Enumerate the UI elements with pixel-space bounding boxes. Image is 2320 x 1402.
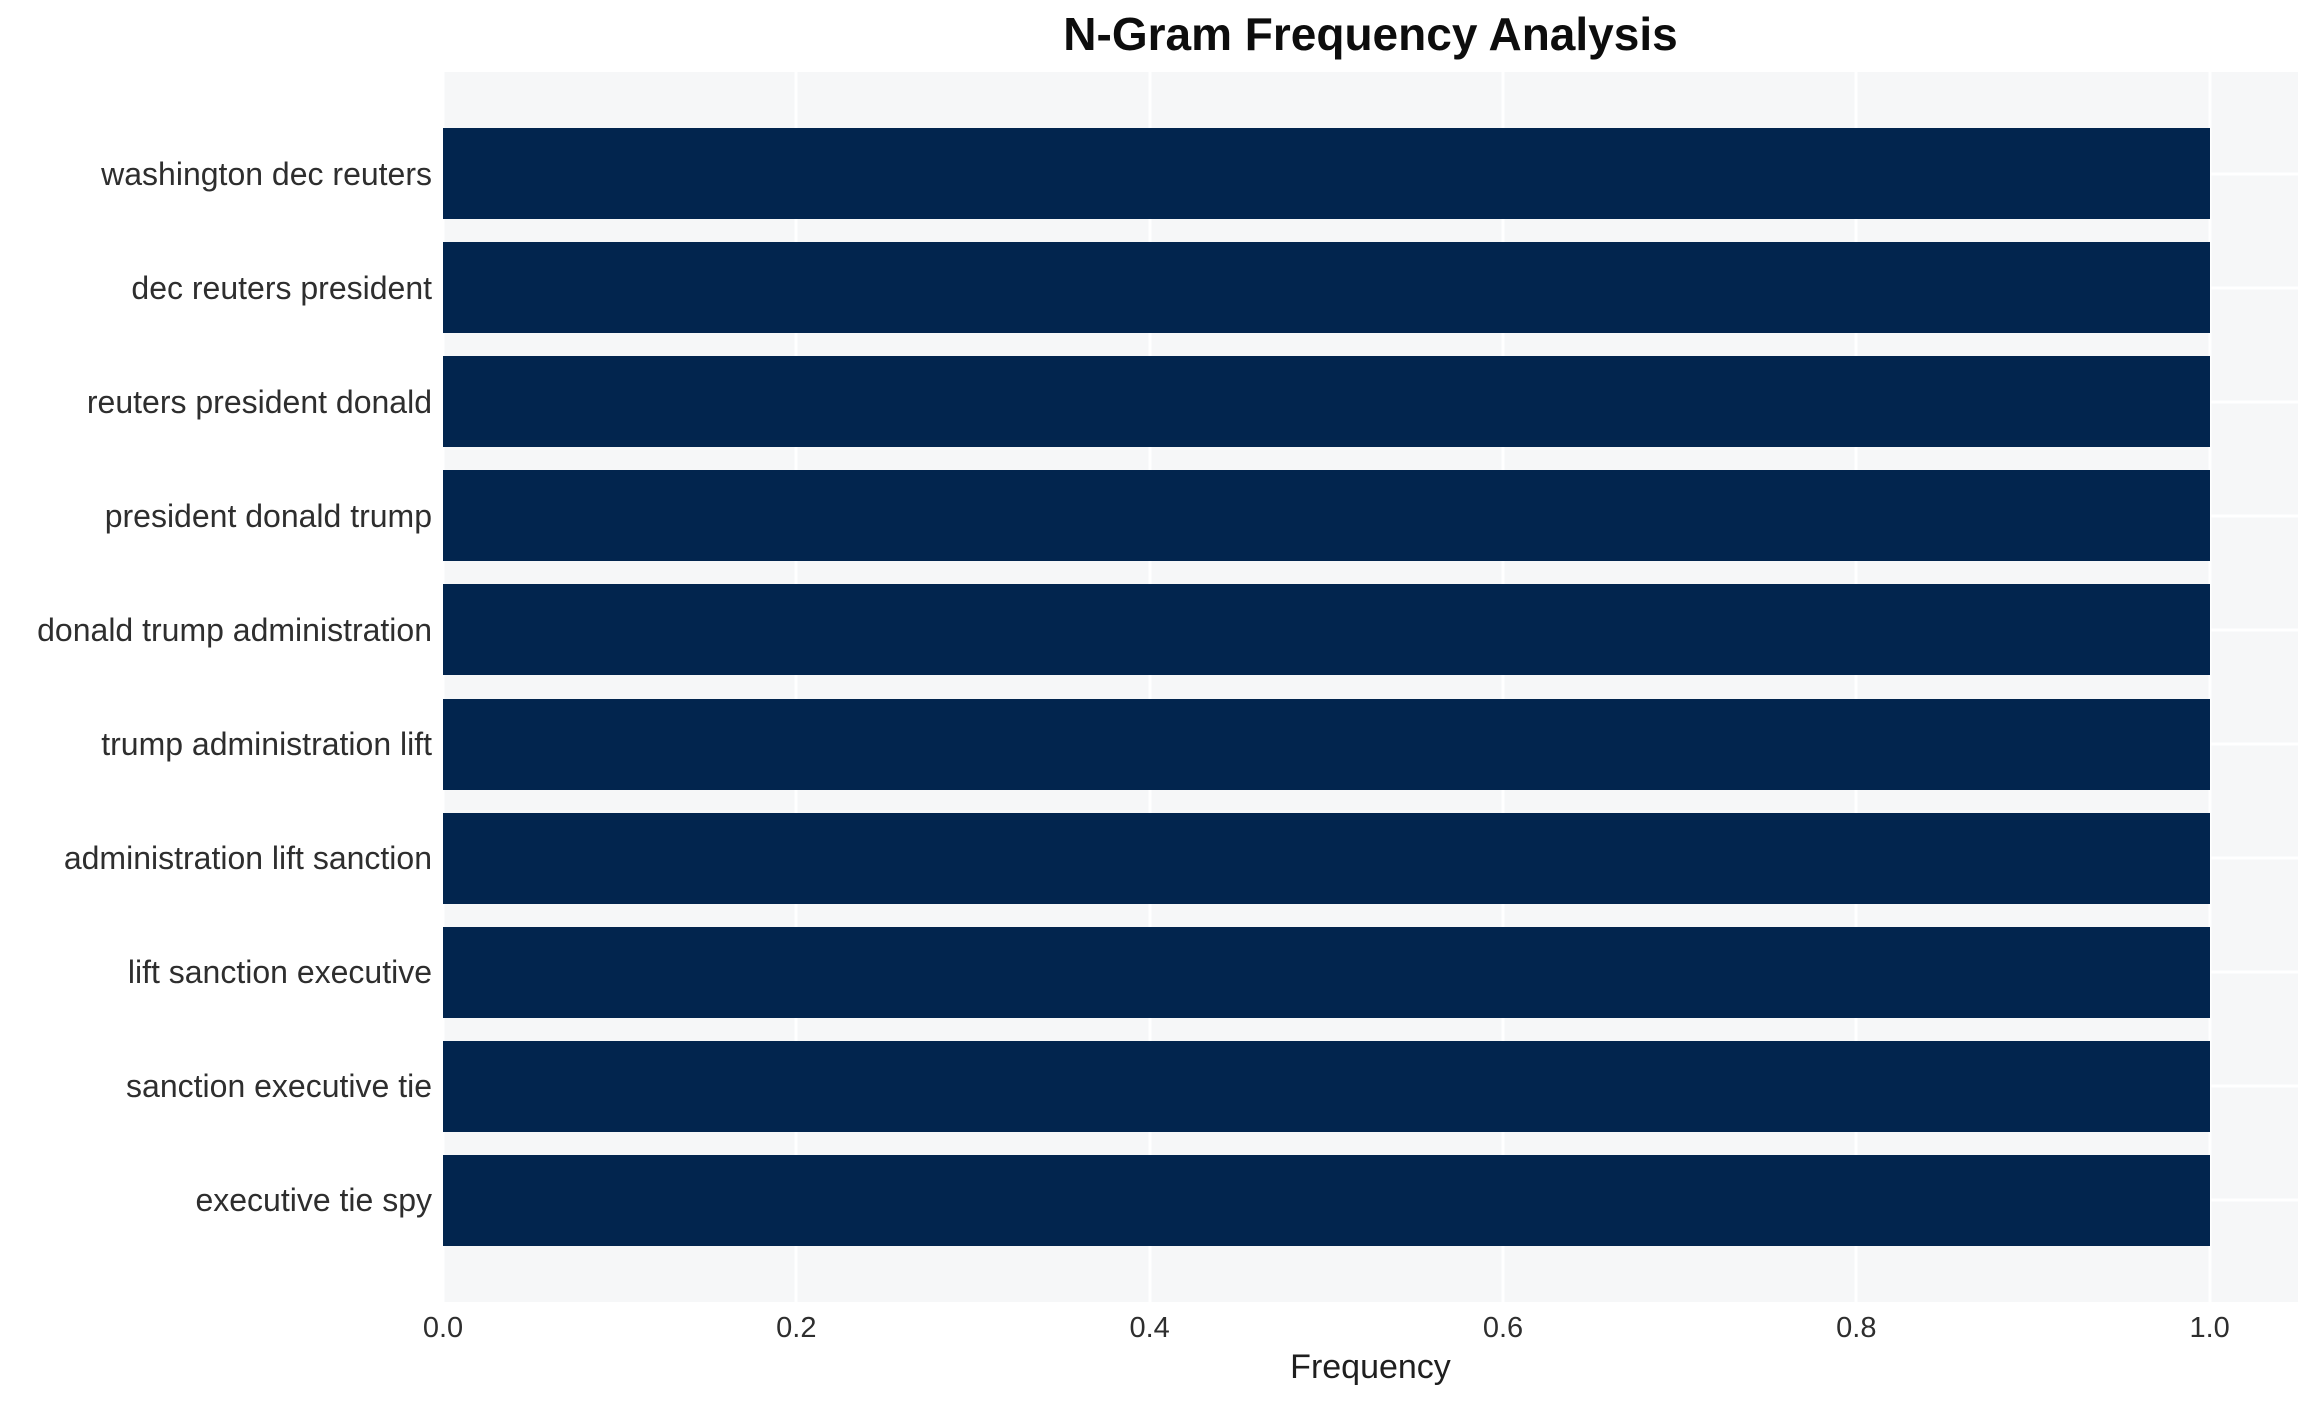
y-axis-labels: washington dec reuters dec reuters presid… (0, 72, 432, 1302)
grid-line-v (2208, 72, 2212, 1302)
bar (443, 584, 2210, 675)
bar (443, 813, 2210, 904)
category-label: reuters president donald (86, 383, 432, 420)
bar (443, 128, 2210, 219)
category-label: executive tie spy (195, 1182, 432, 1219)
bar (443, 699, 2210, 790)
category-label: dec reuters president (131, 269, 432, 306)
category-label: lift sanction executive (127, 954, 432, 991)
plot-area (441, 72, 2298, 1302)
bar (443, 242, 2210, 333)
grid-line-v (1148, 72, 1152, 1302)
x-tick-label: 0.4 (1129, 1312, 1170, 1344)
grid-line-v (794, 72, 798, 1302)
bar (443, 1155, 2210, 1246)
bar (443, 356, 2210, 447)
category-label: trump administration lift (101, 726, 432, 763)
x-tick-label: 1.0 (2189, 1312, 2230, 1344)
grid-line-v (1854, 72, 1858, 1302)
x-tick-label: 0.6 (1482, 1312, 1524, 1344)
x-tick-label: 0.8 (1836, 1312, 1877, 1344)
category-label: washington dec reuters (101, 155, 432, 192)
grid-line-v (441, 72, 445, 1302)
category-label: donald trump administration (37, 611, 432, 648)
x-axis-label: Frequency (1290, 1348, 1451, 1386)
category-label: sanction executive tie (126, 1068, 432, 1105)
x-axis-ticks: 0.0 0.2 0.4 0.6 0.8 1.0 (423, 1310, 2298, 1346)
grid-line-v (1501, 72, 1505, 1302)
bar (443, 927, 2210, 1018)
category-label: president donald trump (104, 497, 432, 534)
bar (443, 470, 2210, 561)
bar (443, 1041, 2210, 1132)
category-label: administration lift sanction (63, 840, 432, 877)
chart-title: N-Gram Frequency Analysis (1063, 8, 1678, 60)
x-tick-label: 0.0 (422, 1312, 464, 1344)
x-tick-label: 0.2 (776, 1312, 817, 1344)
